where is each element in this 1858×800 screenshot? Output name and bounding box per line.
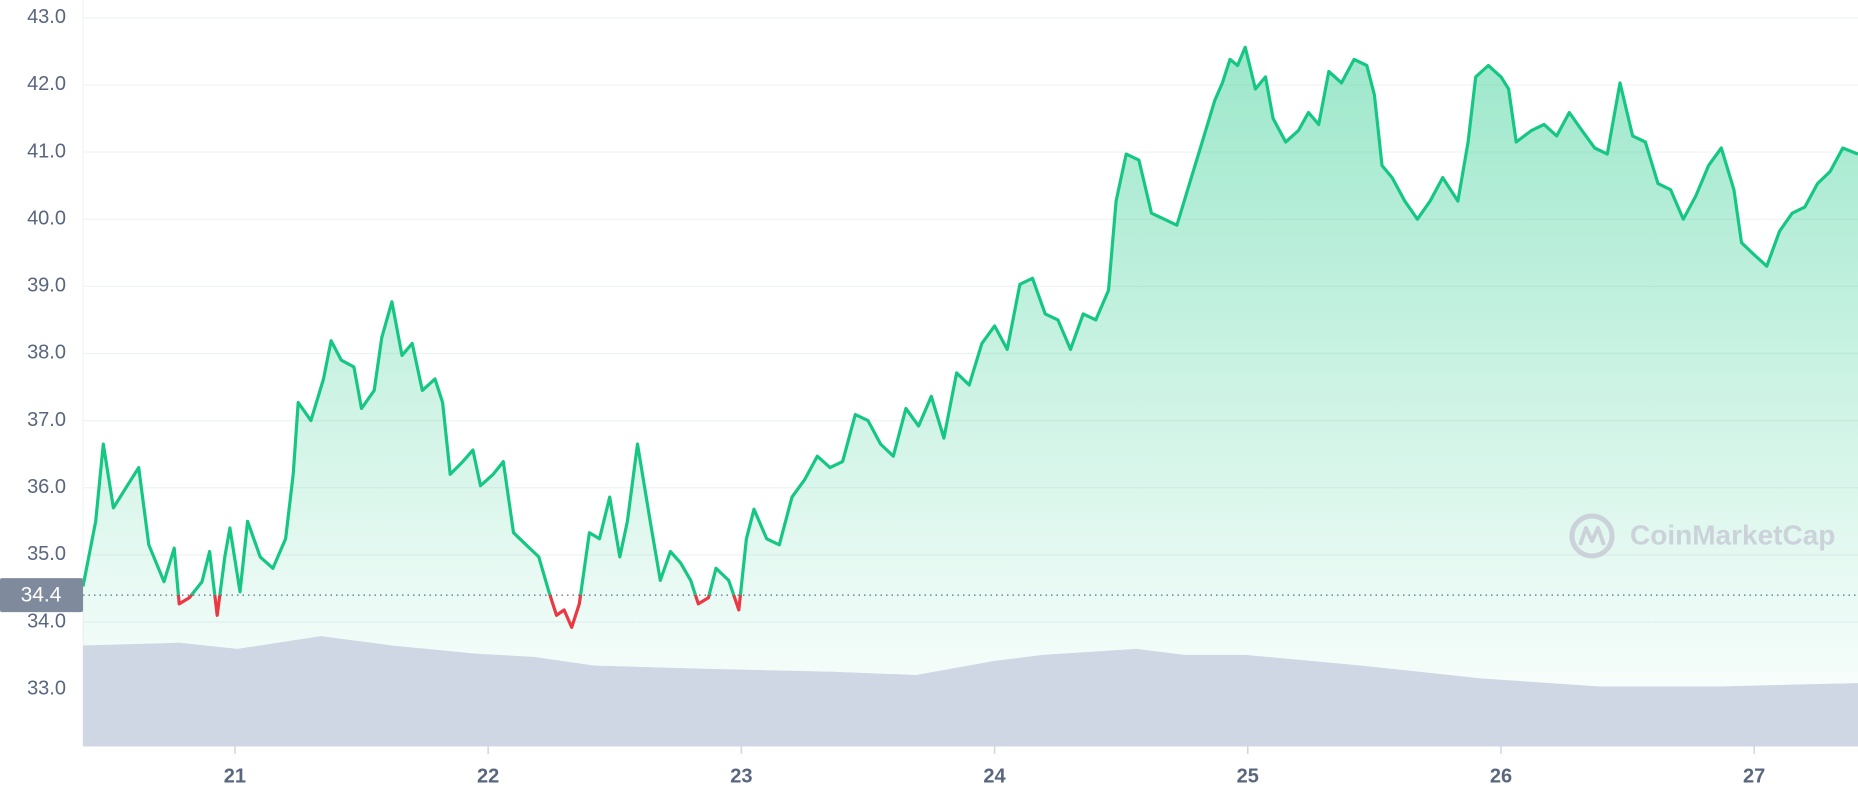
y-tick-label: 41.0	[27, 140, 66, 162]
x-tick-label: 24	[983, 765, 1006, 787]
x-tick-label: 26	[1490, 765, 1512, 787]
x-tick-label: 27	[1743, 765, 1765, 787]
y-tick-label: 36.0	[27, 476, 66, 498]
y-tick-label: 37.0	[27, 409, 66, 431]
x-tick-label: 25	[1237, 765, 1259, 787]
y-tick-label: 43.0	[27, 6, 66, 28]
y-tick-label: 42.0	[27, 73, 66, 95]
price-area	[83, 47, 1858, 747]
watermark-logo-mark	[1578, 526, 1606, 546]
volume-layer	[83, 636, 1858, 746]
y-tick-label: 33.0	[27, 677, 66, 699]
y-tick-label: 38.0	[27, 342, 66, 364]
labels: 33.0 34.0 35.0 36.0 37.0 38.0 39.0 40.0 41.0 42.0…	[0, 6, 1765, 787]
watermark: CoinMarketCap	[1569, 513, 1835, 559]
watermark-logo	[1569, 513, 1615, 559]
y-tick-label: 39.0	[27, 275, 66, 297]
x-tick-label: 23	[730, 765, 752, 787]
area-layer	[83, 47, 1858, 747]
y-tick-label: 35.0	[27, 543, 66, 565]
x-tick-label: 21	[224, 765, 246, 787]
price-line	[81, 45, 1858, 629]
volume-area	[83, 636, 1858, 746]
baseline-badge	[0, 578, 83, 613]
y-tick-label: 34.0	[27, 610, 66, 632]
watermark-text: CoinMarketCap	[1630, 519, 1835, 550]
y-tick-label: 40.0	[27, 207, 66, 229]
x-tick-label: 22	[477, 765, 499, 787]
baseline-label: 34.4	[21, 584, 62, 607]
line-layer	[81, 45, 1858, 629]
